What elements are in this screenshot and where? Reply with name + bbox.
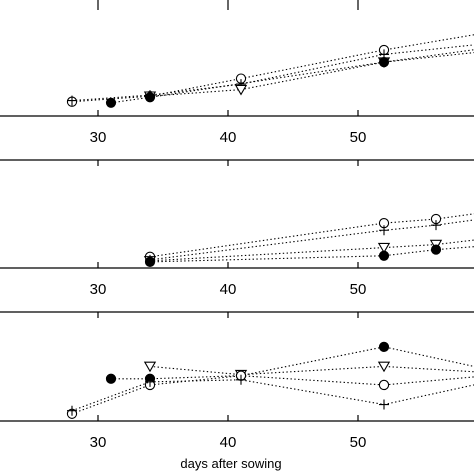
series-line — [71, 375, 474, 415]
data-point-triangle-down-open — [377, 242, 391, 254]
series-line — [149, 52, 474, 97]
data-point-triangle-down-open — [377, 361, 391, 373]
x-tick-label: 30 — [90, 129, 107, 146]
series-triangle-down-open — [143, 361, 474, 381]
data-point-circle-filled — [430, 244, 442, 255]
x-tick-label: 40 — [220, 129, 237, 146]
data-point-circle-filled — [105, 97, 117, 108]
series-line — [149, 213, 474, 258]
data-point-circle-filled — [378, 341, 390, 352]
series-plus — [145, 219, 474, 265]
panel-bottom: 30 40 50 — [0, 311, 474, 451]
x-tick-label: 50 — [350, 129, 367, 146]
data-point-circle-filled — [378, 57, 390, 68]
data-point-circle-filled — [378, 250, 390, 261]
data-point-plus — [379, 225, 389, 236]
panel-middle: 30 40 50 — [0, 159, 474, 298]
x-tick-label: 50 — [350, 281, 367, 298]
series-line — [149, 239, 474, 262]
data-point-plus — [67, 95, 77, 106]
series-line — [149, 365, 474, 376]
data-point-circle-filled — [105, 373, 117, 384]
data-point-plus — [431, 220, 441, 231]
panels: 30 40 50 30 40 50 30 40 50 — [0, 0, 474, 451]
data-point-triangle-down-open — [143, 361, 157, 373]
series-line — [71, 34, 474, 103]
x-tick-label: 30 — [90, 434, 107, 451]
series-line — [71, 379, 474, 412]
data-point-plus — [236, 374, 246, 385]
x-tick-label: 30 — [90, 281, 107, 298]
series-circle-open — [144, 213, 474, 262]
data-point-plus — [67, 405, 77, 416]
series-plus — [67, 44, 474, 106]
series-plus — [67, 374, 474, 416]
series-circle-filled — [105, 49, 474, 108]
x-tick-label: 40 — [220, 281, 237, 298]
series-triangle-down-open — [143, 239, 474, 267]
series-circle-filled — [144, 244, 474, 267]
data-point-plus — [379, 399, 389, 410]
x-tick-label: 40 — [220, 434, 237, 451]
data-point-circle-filled — [144, 256, 156, 267]
series-circle-open — [66, 34, 474, 107]
series-circle-open — [66, 370, 474, 419]
series-line — [149, 246, 474, 263]
data-point-plus — [145, 376, 155, 387]
series-triangle-down-open — [143, 52, 474, 103]
panel-top: 30 40 50 — [0, 0, 474, 146]
series-line — [149, 219, 474, 261]
series-circle-filled — [105, 341, 474, 384]
x-axis-label: days after sowing — [180, 456, 281, 471]
series-line — [71, 44, 474, 102]
data-point-circle-open — [378, 379, 390, 391]
data-point-triangle-down-open — [234, 84, 248, 96]
series-line — [110, 49, 474, 104]
data-point-circle-filled — [144, 92, 156, 103]
x-tick-label: 50 — [350, 434, 367, 451]
series-line — [111, 346, 474, 380]
